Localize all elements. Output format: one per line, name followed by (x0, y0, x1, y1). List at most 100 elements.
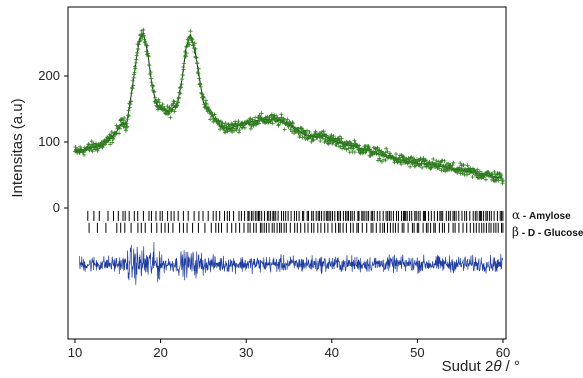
observed-point (212, 112, 217, 117)
observed-point (111, 137, 116, 141)
phase-alpha-text: - Amylose (520, 211, 571, 222)
observed-point (224, 125, 229, 130)
observed-point (431, 157, 436, 161)
observed-point (232, 128, 237, 133)
observed-point (192, 50, 197, 54)
observed-point (429, 165, 434, 170)
observed-point (318, 139, 323, 143)
observed-point (377, 156, 382, 161)
observed-point (130, 86, 135, 91)
observed-point (222, 123, 227, 128)
observed-point (200, 92, 205, 97)
observed-point (135, 50, 140, 55)
observed-point (201, 95, 206, 100)
observed-point (336, 141, 341, 146)
y-tick-label: 100 (38, 134, 60, 149)
observed-point (401, 155, 406, 160)
phase-label-beta: β - D - Glucose (512, 225, 583, 239)
observed-point (475, 167, 480, 172)
phase-markers (87, 210, 504, 233)
observed-point (458, 161, 463, 166)
observed-point (146, 54, 151, 59)
observed-point (300, 135, 305, 140)
observed-point (282, 118, 287, 123)
observed-point (111, 134, 116, 139)
observed-point (159, 104, 164, 109)
observed-point (328, 139, 333, 144)
observed-point (290, 129, 294, 134)
observed-point (329, 137, 334, 141)
observed-point (157, 100, 162, 105)
observed-point (141, 27, 146, 32)
observed-point (394, 156, 399, 161)
phase-beta-symbol: β (512, 225, 519, 239)
observed-point (86, 142, 91, 147)
observed-point (344, 147, 349, 152)
observed-point (420, 165, 425, 170)
x-axis-title: Sudut 2θ / ° (442, 358, 520, 375)
observed-point (172, 99, 177, 104)
observed-point (194, 55, 199, 60)
observed-point (152, 89, 157, 94)
observed-point (141, 31, 146, 36)
observed-point (352, 138, 357, 143)
observed-point (481, 175, 486, 180)
observed-point (268, 120, 273, 124)
observed-point (477, 169, 482, 174)
observed-point (189, 36, 194, 41)
observed-point (194, 56, 199, 60)
observed-point (270, 121, 275, 126)
observed-point (326, 141, 331, 146)
observed-point (148, 72, 153, 77)
observed-point (208, 110, 213, 114)
observed-point (469, 169, 474, 174)
observed-point (208, 117, 213, 122)
observed-point (457, 165, 462, 170)
observed-point (180, 77, 184, 82)
observed-point (339, 136, 344, 141)
observed-point (131, 83, 136, 88)
observed-point (156, 97, 161, 102)
observed-point (149, 76, 154, 81)
observed-point (90, 149, 95, 154)
observed-point (226, 122, 231, 127)
observed-point (153, 95, 157, 100)
observed-point (203, 104, 208, 109)
observed-point (195, 61, 200, 66)
observed-point (192, 41, 197, 46)
observed-point (242, 125, 247, 130)
observed-point (223, 121, 228, 126)
observed-point (125, 124, 130, 129)
observed-point (298, 133, 303, 137)
observed-point (248, 126, 253, 131)
observed-point (141, 33, 146, 38)
observed-point (357, 143, 362, 148)
observed-point (130, 78, 135, 83)
x-tick-label: 40 (325, 345, 339, 360)
observed-point (196, 71, 201, 76)
x-tick-label: 30 (239, 345, 253, 360)
observed-point (399, 162, 404, 167)
observed-point (93, 147, 98, 152)
observed-point (237, 128, 242, 132)
x-axis-title-unit: / ° (501, 358, 520, 375)
observed-point (73, 145, 78, 150)
observed-point (474, 169, 478, 174)
observed-point (373, 146, 377, 151)
observed-point (174, 103, 179, 108)
observed-point (314, 131, 318, 136)
observed-point (177, 95, 181, 100)
axes: 10 20 30 40 50 60 0 100 200 (38, 68, 510, 360)
observed-point (142, 37, 147, 42)
observed-point (179, 82, 184, 87)
observed-point (175, 103, 180, 108)
observed-point (133, 60, 138, 65)
observed-point (122, 116, 127, 120)
observed-point (78, 144, 83, 149)
observed-point (434, 158, 439, 163)
observed-point (199, 91, 204, 96)
observed-point (77, 150, 82, 155)
observed-point (492, 169, 497, 174)
observed-point (461, 162, 466, 167)
observed-point (501, 178, 505, 183)
